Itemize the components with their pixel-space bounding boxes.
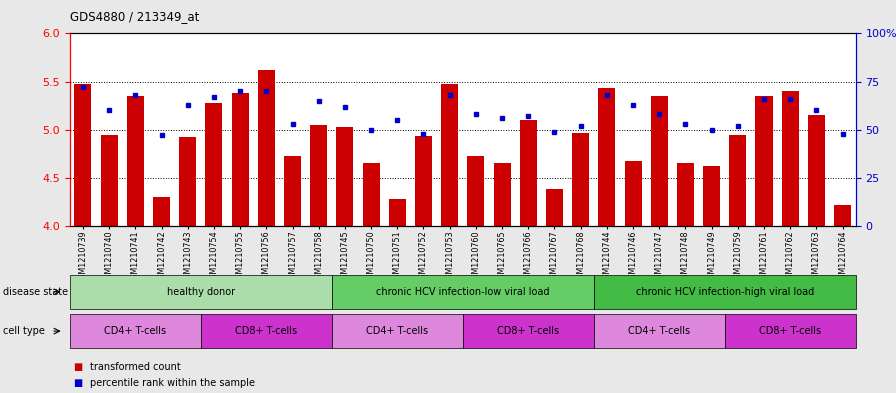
Bar [415,136,432,226]
Text: disease state: disease state [3,287,68,297]
Text: healthy donor: healthy donor [167,287,235,297]
Text: cell type: cell type [3,326,45,336]
Bar [599,88,616,226]
Bar [127,96,144,226]
Bar [520,120,537,226]
Bar [755,96,772,226]
Bar [729,134,746,226]
Bar [74,84,91,226]
Bar [781,91,798,226]
Bar [153,197,170,226]
Bar [808,115,825,226]
Bar [100,134,117,226]
Bar [441,84,458,226]
Bar [179,138,196,226]
Bar [468,156,485,226]
Bar [676,163,694,226]
Bar [625,160,642,226]
Text: percentile rank within the sample: percentile rank within the sample [90,378,254,388]
Text: chronic HCV infection-low viral load: chronic HCV infection-low viral load [376,287,549,297]
Text: CD8+ T-cells: CD8+ T-cells [497,326,559,336]
Bar [834,205,851,226]
Bar [336,127,353,226]
Text: transformed count: transformed count [90,362,180,373]
Bar [703,166,720,226]
Bar [573,132,590,226]
Bar [258,70,275,226]
Bar [284,156,301,226]
Bar [389,199,406,226]
Text: CD8+ T-cells: CD8+ T-cells [759,326,822,336]
Text: CD4+ T-cells: CD4+ T-cells [104,326,167,336]
Bar [650,96,668,226]
Bar [310,125,327,226]
Bar [205,103,222,226]
Text: CD4+ T-cells: CD4+ T-cells [366,326,428,336]
Text: ■: ■ [73,362,82,373]
Text: GDS4880 / 213349_at: GDS4880 / 213349_at [70,10,199,23]
Bar [546,189,563,226]
Text: chronic HCV infection-high viral load: chronic HCV infection-high viral load [635,287,814,297]
Bar [232,93,249,226]
Bar [494,163,511,226]
Text: ■: ■ [73,378,82,388]
Bar [363,163,380,226]
Text: CD4+ T-cells: CD4+ T-cells [628,326,690,336]
Text: CD8+ T-cells: CD8+ T-cells [236,326,297,336]
